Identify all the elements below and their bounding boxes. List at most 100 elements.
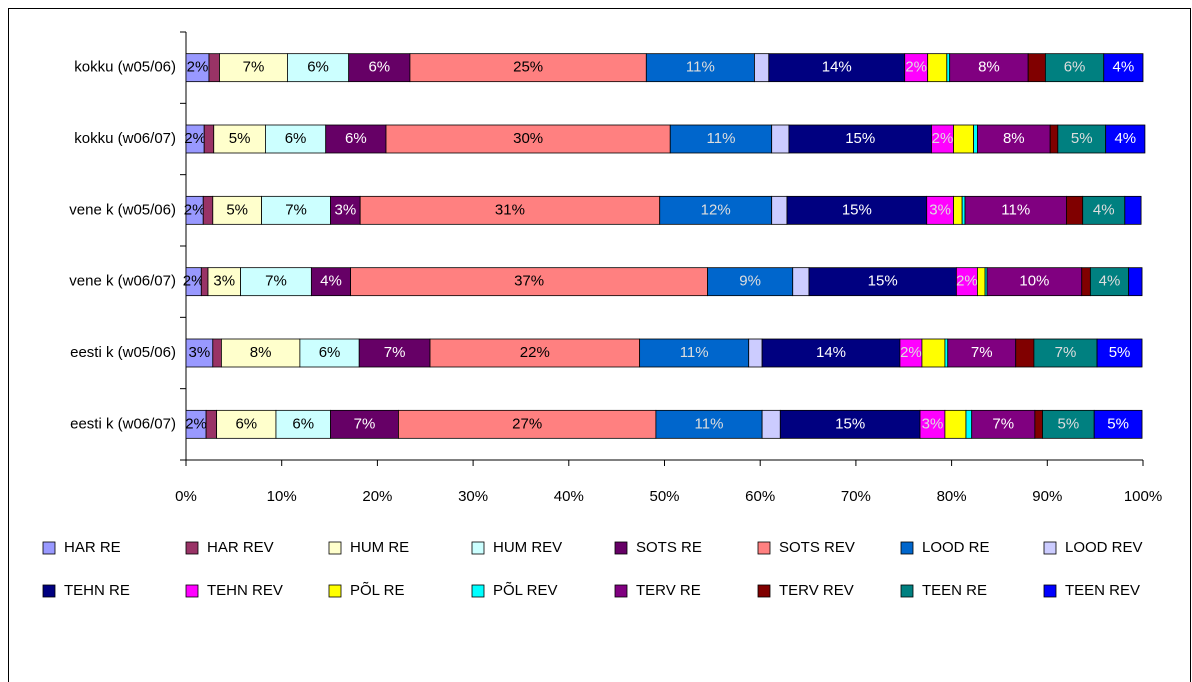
data-label: 27%: [512, 415, 542, 432]
bar-segment: [203, 124, 215, 154]
legend-label: TEHN RE: [64, 582, 130, 599]
bar-segment: [221, 338, 301, 368]
bar-segment: [947, 338, 1017, 368]
bar-segment: [645, 53, 755, 83]
bar-segment: [1103, 53, 1144, 83]
data-label: 14%: [816, 344, 846, 361]
data-label: 15%: [835, 415, 865, 432]
legend-swatch: [614, 541, 628, 555]
bar-segment: [240, 267, 312, 297]
bar-segment: [1034, 409, 1043, 439]
bar-segment: [771, 195, 788, 225]
x-tick-label: 50%: [649, 488, 679, 505]
data-label: 2%: [184, 201, 206, 218]
bar-segment: [348, 53, 411, 83]
legend-label: HUM REV: [493, 539, 562, 556]
bar-segment: [275, 409, 331, 439]
bar-segment: [1033, 338, 1098, 368]
bar-segment: [1081, 267, 1091, 297]
legend-swatch: [757, 541, 771, 555]
y-tick-label: eesti k (w06/07): [70, 415, 176, 432]
bar-segment: [639, 338, 750, 368]
data-label: 8%: [1003, 130, 1025, 147]
data-label: 3%: [929, 201, 951, 218]
bar-segment: [953, 195, 963, 225]
bar-segment: [961, 195, 966, 225]
data-label: 2%: [932, 130, 954, 147]
data-label: 6%: [319, 344, 341, 361]
data-label: 2%: [183, 273, 205, 290]
bar-segment: [1066, 195, 1084, 225]
legend-swatch: [614, 584, 628, 598]
data-label: 15%: [868, 273, 898, 290]
data-label: 5%: [1109, 344, 1131, 361]
legend-label: TEEN RE: [922, 582, 987, 599]
legend-swatch: [757, 584, 771, 598]
bar-segment: [1093, 409, 1143, 439]
legend-swatch: [328, 584, 342, 598]
bar-segment: [944, 409, 967, 439]
x-tick-label: 60%: [745, 488, 775, 505]
legend-label: HAR RE: [64, 539, 121, 556]
bar-segment: [1089, 267, 1130, 297]
legend-label: HUM RE: [350, 539, 409, 556]
bar-segment: [1128, 267, 1143, 297]
bar-segment: [973, 124, 978, 154]
bar-segment: [944, 338, 949, 368]
data-label: 15%: [842, 201, 872, 218]
legend-swatch: [42, 541, 56, 555]
legend-label: SOTS REV: [779, 539, 855, 556]
x-tick-label: 10%: [267, 488, 297, 505]
bar-segment: [265, 124, 327, 154]
data-label: 7%: [992, 415, 1014, 432]
data-label: 3%: [189, 344, 211, 361]
data-label: 6%: [292, 415, 314, 432]
data-label: 11%: [686, 59, 715, 76]
data-label: 11%: [1001, 201, 1030, 218]
bar-segment: [299, 338, 360, 368]
bar-segment: [921, 338, 946, 368]
bar-segment: [977, 267, 986, 297]
data-label: 7%: [243, 59, 265, 76]
legend-label: LOOD RE: [922, 539, 990, 556]
data-label: 5%: [229, 130, 251, 147]
bar-segment: [330, 409, 399, 439]
bar-segment: [927, 53, 948, 83]
data-label: 2%: [900, 344, 922, 361]
data-label: 10%: [1019, 273, 1049, 290]
bar-segment: [768, 53, 906, 83]
data-label: 6%: [345, 130, 367, 147]
y-tick-label: vene k (w06/07): [69, 273, 176, 290]
bar-segment: [771, 124, 790, 154]
data-label: 4%: [1099, 273, 1121, 290]
bar-segment: [964, 195, 1067, 225]
data-label: 30%: [513, 130, 543, 147]
bar-segment: [949, 53, 1029, 83]
bar-segment: [986, 267, 1083, 297]
data-label: 2%: [905, 59, 927, 76]
bar-segment: [926, 195, 954, 225]
data-label: 5%: [1071, 130, 1093, 147]
data-label: 37%: [514, 273, 544, 290]
legend-label: SOTS RE: [636, 539, 702, 556]
data-label: 3%: [922, 415, 944, 432]
data-label: 2%: [956, 273, 978, 290]
bar-segment: [1082, 195, 1126, 225]
data-label: 12%: [701, 201, 731, 218]
bar-segment: [707, 267, 794, 297]
data-label: 7%: [384, 344, 406, 361]
y-tick-label: kokku (w05/06): [74, 59, 176, 76]
bar-segment: [1044, 53, 1105, 83]
data-label: 5%: [1107, 415, 1129, 432]
data-label: 3%: [334, 201, 356, 218]
legend-label: TERV RE: [636, 582, 701, 599]
bar-segment: [212, 338, 222, 368]
legend-label: TERV REV: [779, 582, 854, 599]
bar-segment: [953, 124, 975, 154]
data-label: 6%: [368, 59, 390, 76]
data-label: 2%: [185, 415, 207, 432]
legend-swatch: [185, 541, 199, 555]
legend-swatch: [1043, 584, 1057, 598]
legend-label: TEEN REV: [1065, 582, 1140, 599]
